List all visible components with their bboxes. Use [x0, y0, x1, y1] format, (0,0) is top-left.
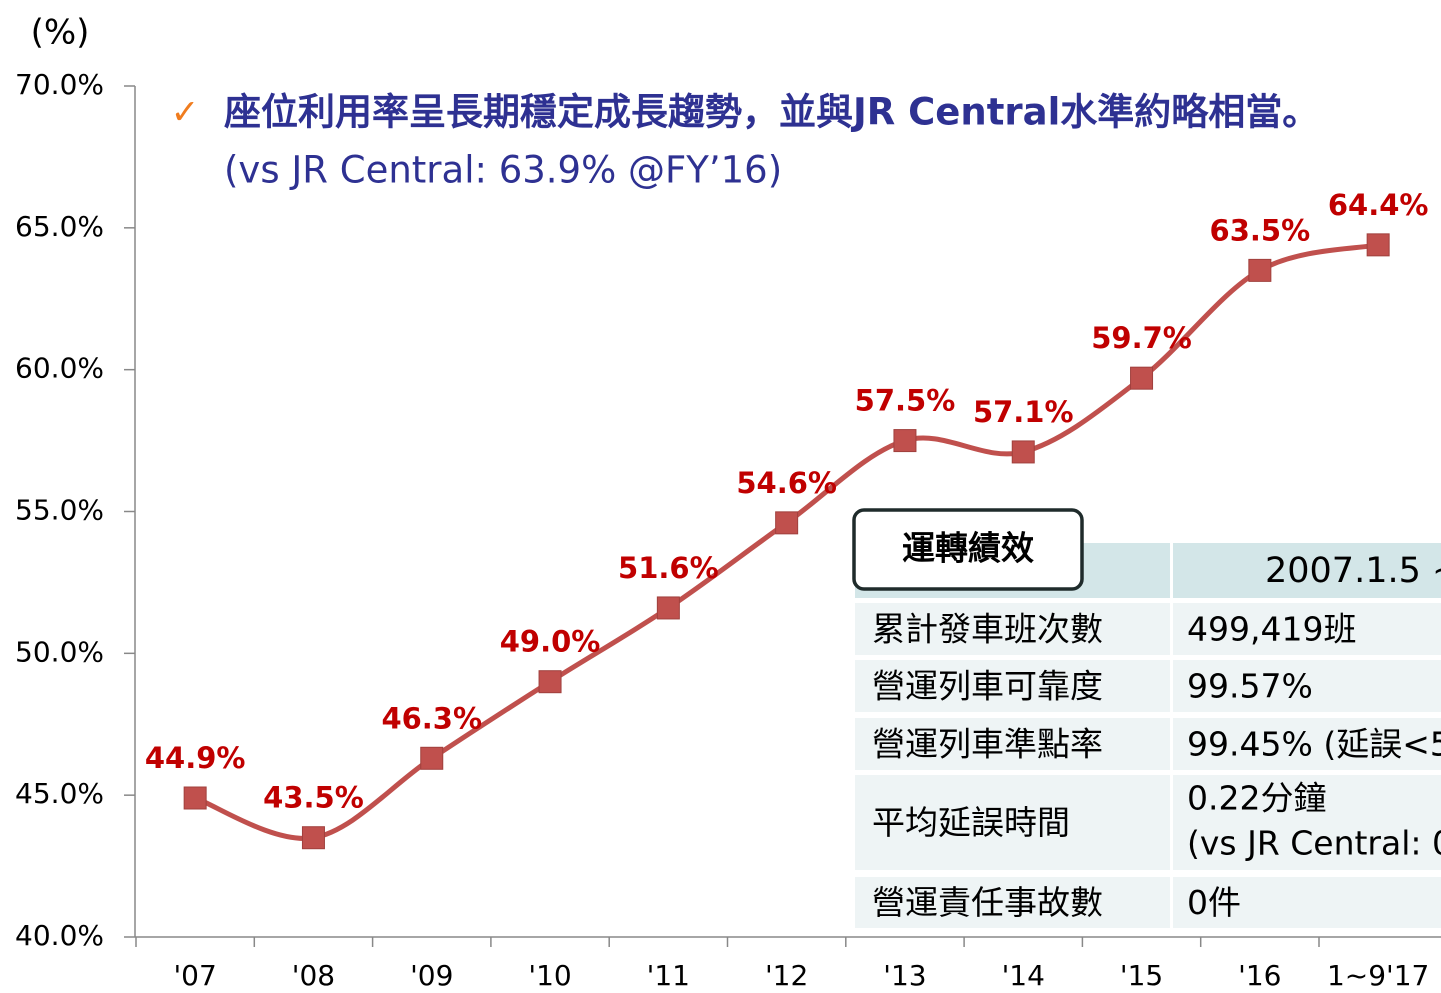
table-header-text: 2007.1.5 ~ [1265, 551, 1441, 591]
x-tick-label: '09 [410, 959, 453, 992]
table-cell [855, 718, 1170, 770]
x-tick-label: '07 [173, 959, 216, 992]
y-tick-label: 60.0% [15, 352, 104, 385]
value-label: 46.3% [381, 701, 482, 735]
marker [775, 511, 799, 535]
marker [301, 826, 325, 850]
table-cell [855, 603, 1170, 655]
row-value: 99.57% [1187, 667, 1313, 706]
marker [656, 596, 680, 620]
x-tick-label: '13 [883, 959, 926, 992]
marker [183, 786, 207, 810]
table-cell [855, 660, 1170, 712]
value-label: 64.4% [1328, 188, 1429, 222]
row-value: 499,419班 [1187, 610, 1356, 649]
check-mark: ✓ [171, 93, 200, 133]
table-cell [1173, 603, 1441, 655]
marker [420, 746, 444, 770]
row-value: (vs JR Central: 0 [1187, 824, 1441, 863]
row-value: 0件 [1187, 883, 1241, 922]
chart-subtitle: (vs JR Central: 63.9% @FY’16) [224, 149, 782, 192]
value-label: 57.5% [855, 384, 956, 418]
row-label: 累計發車班次數 [872, 610, 1103, 649]
marker [893, 429, 917, 453]
marker [1248, 258, 1272, 282]
y-tick-label: 70.0% [15, 68, 104, 101]
x-tick-label: '14 [1002, 959, 1045, 992]
table-cell [1173, 718, 1441, 770]
y-tick-label: 50.0% [15, 635, 104, 668]
value-label: 57.1% [973, 395, 1074, 429]
y-tick-label: 55.0% [15, 494, 104, 527]
value-label: 51.6% [618, 551, 719, 585]
table-cell [1173, 660, 1441, 712]
x-tick-label: '08 [292, 959, 335, 992]
value-label: 63.5% [1210, 213, 1311, 247]
x-tick-label: 1~9'17 [1327, 959, 1429, 992]
value-label: 59.7% [1091, 321, 1192, 355]
y-tick-label: 45.0% [15, 777, 104, 810]
value-label: 49.0% [500, 625, 601, 659]
x-tick-label: '10 [528, 959, 571, 992]
y-tick-label: 65.0% [15, 210, 104, 243]
row-label: 平均延誤時間 [872, 803, 1070, 842]
row-value: 99.45% (延誤<5 [1187, 725, 1441, 764]
x-tick-label: '15 [1120, 959, 1163, 992]
row-value: 0.22分鐘 [1187, 779, 1326, 818]
x-tick-label: '16 [1238, 959, 1281, 992]
x-tick-label: '11 [647, 959, 690, 992]
table-header [1173, 543, 1441, 598]
marker [1366, 233, 1390, 257]
table-title-box [852, 508, 1084, 591]
value-label: 54.6% [736, 466, 837, 500]
value-label: 44.9% [145, 741, 246, 775]
row-label: 營運責任事故數 [872, 883, 1103, 922]
table-title: 運轉績效 [902, 529, 1034, 568]
chart-title: 座位利用率呈長期穩定成長趨勢，並與JR Central水準約略相當。 [224, 91, 1319, 134]
row-label: 營運列車可靠度 [872, 667, 1103, 706]
table-cell [855, 877, 1170, 928]
value-label: 43.5% [263, 781, 364, 815]
table-cell [1173, 775, 1441, 870]
table-cell [855, 775, 1170, 870]
y-tick-label: 40.0% [15, 919, 104, 952]
row-label: 營運列車準點率 [872, 725, 1103, 764]
x-tick-label: '12 [765, 959, 808, 992]
y-unit: (%) [31, 13, 90, 53]
table-cell [1173, 877, 1441, 928]
marker [538, 670, 562, 694]
marker [1011, 440, 1035, 464]
marker [1130, 366, 1154, 390]
